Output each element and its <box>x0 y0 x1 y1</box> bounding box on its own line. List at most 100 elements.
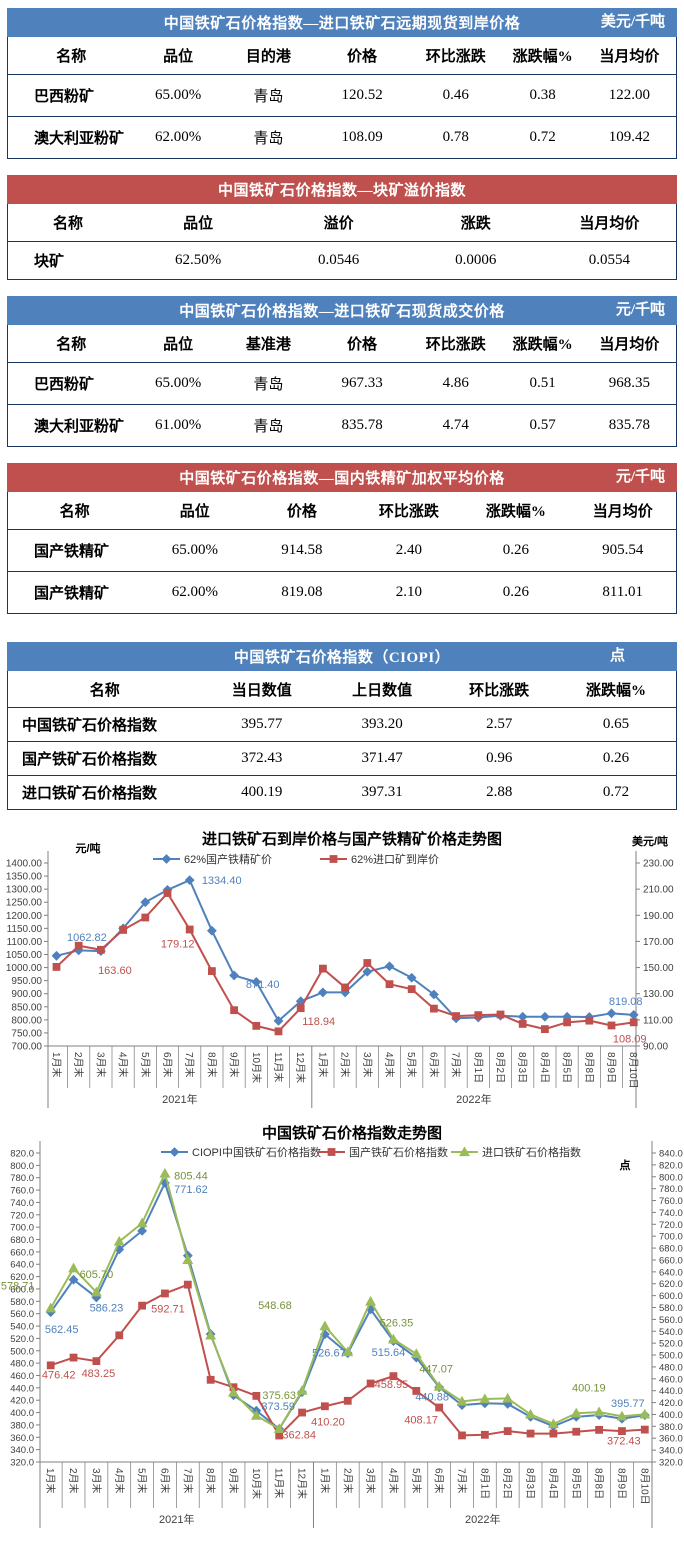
value-cell: 0.72 <box>502 116 583 159</box>
column-header: 溢价 <box>323 216 354 232</box>
left-tick-label: 560.0 <box>10 1309 34 1320</box>
column-header: 上日数值 <box>352 682 413 699</box>
value-cell: 62.00% <box>141 571 249 614</box>
right-tick-label: 580.0 <box>659 1303 683 1314</box>
table-head: 名称 当日数值 上日数值 环比涨跌 涨跌幅% <box>8 671 677 708</box>
table-row: 进口铁矿石价格指数 400.19 397.31 2.88 0.72 <box>7 775 677 810</box>
square-marker <box>138 1301 146 1310</box>
data-label: 526.35 <box>380 1317 414 1329</box>
square-marker <box>389 1372 398 1381</box>
x-tick-label: 8月8日 <box>593 1468 605 1499</box>
square-marker <box>563 1018 572 1027</box>
right-tick-label: 340.0 <box>659 1446 683 1457</box>
x-tick-label: 6月末 <box>433 1468 446 1494</box>
diamond-marker <box>161 854 172 864</box>
diamond-marker <box>606 1008 617 1019</box>
row-name-cell: 进口铁矿石价格指数 <box>7 775 202 810</box>
diamond-marker <box>251 977 262 987</box>
column-header: 名称 <box>89 682 120 699</box>
right-tick-label: 740.0 <box>659 1208 683 1219</box>
x-tick-label: 2月末 <box>339 1052 352 1078</box>
x-tick-label: 2月末 <box>67 1468 80 1494</box>
triangle-marker <box>456 1395 468 1406</box>
x-tick-label: 9月末 <box>227 1468 240 1494</box>
value-cell: 120.52 <box>315 74 409 117</box>
square-marker <box>412 1387 421 1395</box>
value-cell: 905.54 <box>569 529 677 572</box>
diamond-marker <box>169 1147 180 1157</box>
triangle-marker <box>479 1393 491 1404</box>
x-tick-label: 8月3日 <box>516 1052 528 1083</box>
square-marker <box>503 1427 512 1435</box>
left-tick-label: 1100.00 <box>7 937 43 948</box>
row-name-cell: 澳大利亚粉矿 <box>7 116 135 159</box>
left-tick-label: 740.0 <box>10 1198 34 1209</box>
value-cell: 395.77 <box>201 707 322 742</box>
series-line-2 <box>49 1172 645 1430</box>
data-label: 771.62 <box>174 1184 208 1196</box>
table-head: 名称 品位 溢价 涨跌 当月均价 <box>8 204 677 242</box>
triangle-marker <box>45 1302 57 1313</box>
table-body: 国产铁精矿 65.00% 914.58 2.40 0.26 905.54 国产铁精矿 62.0… <box>7 529 677 614</box>
right-tick-label: 420.0 <box>659 1398 683 1409</box>
right-tick-label: 150.00 <box>643 963 674 974</box>
x-tick-label: 8月2日 <box>501 1468 513 1499</box>
right-tick-label: 800.0 <box>659 1172 683 1183</box>
table-row: 澳大利亚粉矿 61.00% 青岛 835.78 4.74 0.57 835.78 <box>7 404 677 447</box>
data-label: 1334.40 <box>202 875 242 887</box>
x-tick-label: 3月末 <box>361 1052 374 1078</box>
data-label: 163.60 <box>98 965 132 977</box>
column-header: 环比涨跌 <box>378 504 439 520</box>
square-marker <box>206 1375 215 1384</box>
right-tick-label: 560.0 <box>659 1315 683 1326</box>
left-tick-label: 720.0 <box>10 1210 34 1221</box>
triangle-marker <box>68 1262 80 1273</box>
square-marker <box>341 983 350 992</box>
column-header: 名称 <box>52 216 83 232</box>
left-tick-label: 680.0 <box>10 1235 34 1246</box>
x-tick-label: 3月末 <box>364 1468 377 1494</box>
left-tick-label: 800.00 <box>11 1015 42 1026</box>
value-cell: 2.88 <box>442 775 557 810</box>
triangle-marker <box>250 1410 262 1420</box>
value-cell: 0.38 <box>502 74 583 117</box>
ciopi-report: 中国铁矿石价格指数—进口铁矿石远期现货到岸价格 美元/千吨 名称 品位 目的港 价格 环比涨… <box>0 8 684 1544</box>
column-header: 基准港 <box>245 337 291 353</box>
table-unit-label: 元/千吨 <box>615 302 665 318</box>
square-marker <box>496 1010 505 1019</box>
left-tick-label: 620.0 <box>10 1272 34 1283</box>
value-cell: 4.74 <box>408 404 503 447</box>
table-title: 中国铁矿石价格指数—国内铁精矿加权平均价格 <box>179 471 505 487</box>
triangle-marker <box>547 1418 559 1429</box>
right-tick-label: 110.00 <box>643 1015 673 1026</box>
square-marker <box>298 1408 306 1417</box>
x-tick-label: 4月末 <box>113 1468 126 1494</box>
x-tick-label: 5月末 <box>410 1468 423 1494</box>
year-label: 2022年 <box>465 1512 500 1526</box>
diamond-marker <box>273 1015 284 1026</box>
price-table-2: 中国铁矿石价格指数—进口铁矿石现货成交价格 元/千吨 名称 品位 基准港 价格 环比涨跌 涨跌… <box>7 296 677 447</box>
x-tick-label: 8月2日 <box>494 1052 506 1083</box>
left-tick-label: 520.0 <box>10 1334 34 1345</box>
x-tick-label: 8月1日 <box>478 1468 490 1499</box>
price-table-4: 中国铁矿石价格指数（CIOPI） 点名称 当日数值 上日数值 环比涨跌 涨跌幅% 中国铁矿石… <box>7 642 677 810</box>
value-cell: 0.65 <box>556 707 677 742</box>
left-tick-label: 440.0 <box>10 1383 34 1394</box>
triangle-marker <box>136 1217 148 1228</box>
data-label: 118.94 <box>302 1016 335 1028</box>
triangle-marker <box>342 1346 354 1357</box>
data-label: 458.95 <box>375 1379 409 1391</box>
row-name-cell: 巴西粉矿 <box>7 74 135 117</box>
value-cell: 61.00% <box>134 404 222 447</box>
right-tick-label: 480.0 <box>659 1362 683 1373</box>
x-tick-label: 4月末 <box>387 1468 400 1494</box>
value-cell: 0.72 <box>556 775 677 810</box>
x-tick-label: 1月末 <box>316 1052 329 1078</box>
diamond-marker <box>517 1011 528 1022</box>
triangle-marker <box>205 1329 217 1340</box>
left-tick-label: 480.0 <box>10 1359 34 1370</box>
triangle-marker <box>433 1380 445 1391</box>
table-unit-label: 美元/千吨 <box>600 14 665 30</box>
square-marker <box>185 925 194 934</box>
data-label: 592.71 <box>151 1303 185 1315</box>
